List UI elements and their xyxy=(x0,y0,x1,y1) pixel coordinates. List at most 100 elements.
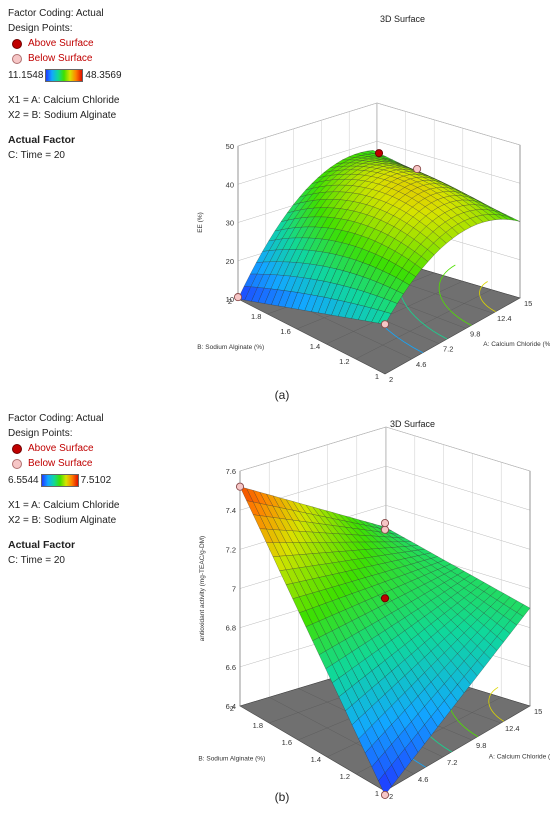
design-point-below xyxy=(380,525,390,534)
x-tick-label: 4.6 xyxy=(418,775,428,784)
z-axis-label: EE (%) xyxy=(197,212,204,233)
z-tick-label: 7 xyxy=(232,585,236,594)
z-tick-label: 50 xyxy=(226,142,234,151)
below-surface-legend: Below Surface xyxy=(12,456,119,471)
z-axis-label: antioxidant activity (mg-TEAC/g-DM) xyxy=(199,536,206,641)
design-points-label: Design Points: xyxy=(8,23,73,34)
z-tick-label: 7.4 xyxy=(226,506,236,515)
x-tick-label: 2 xyxy=(389,792,393,801)
colorbar-max: 7.5102 xyxy=(80,475,112,486)
colorbar-row: 11.1548 48.3569 xyxy=(8,68,122,83)
y-axis-label: B: Sodium Alginate (%) xyxy=(198,755,265,762)
surface-plot-a: 10 20 30 40 50 2 4.6 7.2 9.8 12.4 15 1 1.2 1.4 1.6 1.8 2… xyxy=(197,102,550,384)
colorbar xyxy=(40,474,79,487)
below-surface-marker-icon xyxy=(12,458,22,469)
contour-line xyxy=(488,686,505,722)
colorbar-max: 48.3569 xyxy=(85,70,122,81)
contour-line xyxy=(438,264,472,326)
z-gridline xyxy=(237,102,521,147)
design-points-label: Design Points: xyxy=(8,428,73,439)
x-tick-label: 7.2 xyxy=(443,345,453,354)
design-point-below xyxy=(380,519,390,528)
design-point-below xyxy=(235,482,245,491)
x1-description: X1 = A: Calcium Chloride xyxy=(8,95,120,106)
design-point-below xyxy=(233,293,243,302)
design-point-below xyxy=(380,790,390,799)
caption-b: (b) xyxy=(274,790,290,804)
x-tick-label: 15 xyxy=(524,299,532,308)
x-axis-label: A: Calcium Chloride (%) xyxy=(483,341,550,348)
design-point-below xyxy=(413,164,422,174)
x-tick-label: 12.4 xyxy=(505,724,520,733)
y-tick-label: 1 xyxy=(375,789,379,798)
below-surface-legend: Below Surface xyxy=(12,51,122,66)
above-surface-label: Above Surface xyxy=(28,38,94,49)
panel-a: Factor Coding: Actual Design Points: Abo… xyxy=(0,0,550,405)
z-gridline xyxy=(239,426,531,472)
y-tick-label: 1.2 xyxy=(340,772,350,781)
legend-a: Factor Coding: Actual Design Points: Abo… xyxy=(8,6,122,163)
y-tick-label: 2 xyxy=(228,297,232,306)
x2-description: X2 = B: Sodium Alginate xyxy=(8,515,117,526)
colorbar-min: 11.1548 xyxy=(8,70,44,81)
response-surface xyxy=(237,150,521,325)
above-surface-marker-icon xyxy=(12,443,22,454)
x-tick-label: 2 xyxy=(389,375,393,384)
design-point-below xyxy=(380,320,390,329)
x-tick-label: 15 xyxy=(534,707,542,716)
x-axis-label: A: Calcium Chloride (%) xyxy=(489,753,550,760)
response-surface xyxy=(239,486,531,796)
x1-description: X1 = A: Calcium Chloride xyxy=(8,500,120,511)
above-surface-marker-icon xyxy=(12,38,22,49)
surface-plot-b: 6.4 6.6 6.8 7 7.2 7.4 7.6 2 4.6 7.2 9.8 12.4 15 1 1.2 1… xyxy=(198,426,550,801)
design-point-above xyxy=(380,594,390,603)
plot-title-b: 3D Surface xyxy=(390,419,436,429)
floor-gridline xyxy=(326,280,463,345)
plot-title-a: 3D Surface xyxy=(380,14,426,24)
z-gridline xyxy=(239,465,531,511)
y-tick-label: 1.6 xyxy=(280,327,290,336)
x-tick-label: 9.8 xyxy=(476,741,486,750)
above-surface-legend: Above Surface xyxy=(12,36,122,51)
factor-coding: Factor Coding: Actual xyxy=(8,413,104,424)
x-tick-label: 12.4 xyxy=(497,314,512,323)
y-tick-label: 1.8 xyxy=(251,312,261,321)
z-tick-label: 10 xyxy=(226,295,234,304)
colorbar-row: 6.5544 7.5102 xyxy=(8,473,119,488)
y-tick-label: 2 xyxy=(230,704,234,713)
z-tick-label: 7.6 xyxy=(226,467,236,476)
z-tick-label: 6.4 xyxy=(226,702,236,711)
surface-cell xyxy=(378,311,392,325)
actual-factor-heading: Actual Factor xyxy=(8,539,76,551)
actual-factor-heading: Actual Factor xyxy=(8,134,76,146)
panel-b: Factor Coding: Actual Design Points: Abo… xyxy=(0,405,550,813)
legend-b: Factor Coding: Actual Design Points: Abo… xyxy=(8,411,119,568)
z-tick-label: 6.6 xyxy=(226,663,236,672)
z-tick-label: 40 xyxy=(226,180,234,189)
x-tick-label: 7.2 xyxy=(447,758,457,767)
actual-factor-value: C: Time = 20 xyxy=(8,150,65,161)
y-tick-label: 1.4 xyxy=(311,755,321,764)
y-tick-label: 1.8 xyxy=(253,721,263,730)
z-gridline xyxy=(237,140,521,185)
below-surface-label: Below Surface xyxy=(28,458,93,469)
x-tick-label: 9.8 xyxy=(470,329,480,338)
y-tick-label: 1.2 xyxy=(339,357,349,366)
colorbar xyxy=(45,69,84,82)
z-tick-label: 30 xyxy=(226,219,234,228)
caption-a: (a) xyxy=(274,388,290,402)
factor-coding: Factor Coding: Actual xyxy=(8,8,104,19)
surface-cell xyxy=(378,772,392,796)
z-tick-label: 20 xyxy=(226,257,234,266)
y-tick-label: 1 xyxy=(375,372,379,381)
z-tick-label: 6.8 xyxy=(226,624,236,633)
y-tick-label: 1.4 xyxy=(310,342,320,351)
x-tick-label: 4.6 xyxy=(416,360,426,369)
contour-line xyxy=(479,281,496,313)
x2-description: X2 = B: Sodium Alginate xyxy=(8,110,117,121)
below-surface-label: Below Surface xyxy=(28,53,93,64)
above-surface-label: Above Surface xyxy=(28,443,94,454)
z-tick-label: 7.2 xyxy=(226,545,236,554)
actual-factor-value: C: Time = 20 xyxy=(8,555,65,566)
design-point-above xyxy=(374,149,384,158)
